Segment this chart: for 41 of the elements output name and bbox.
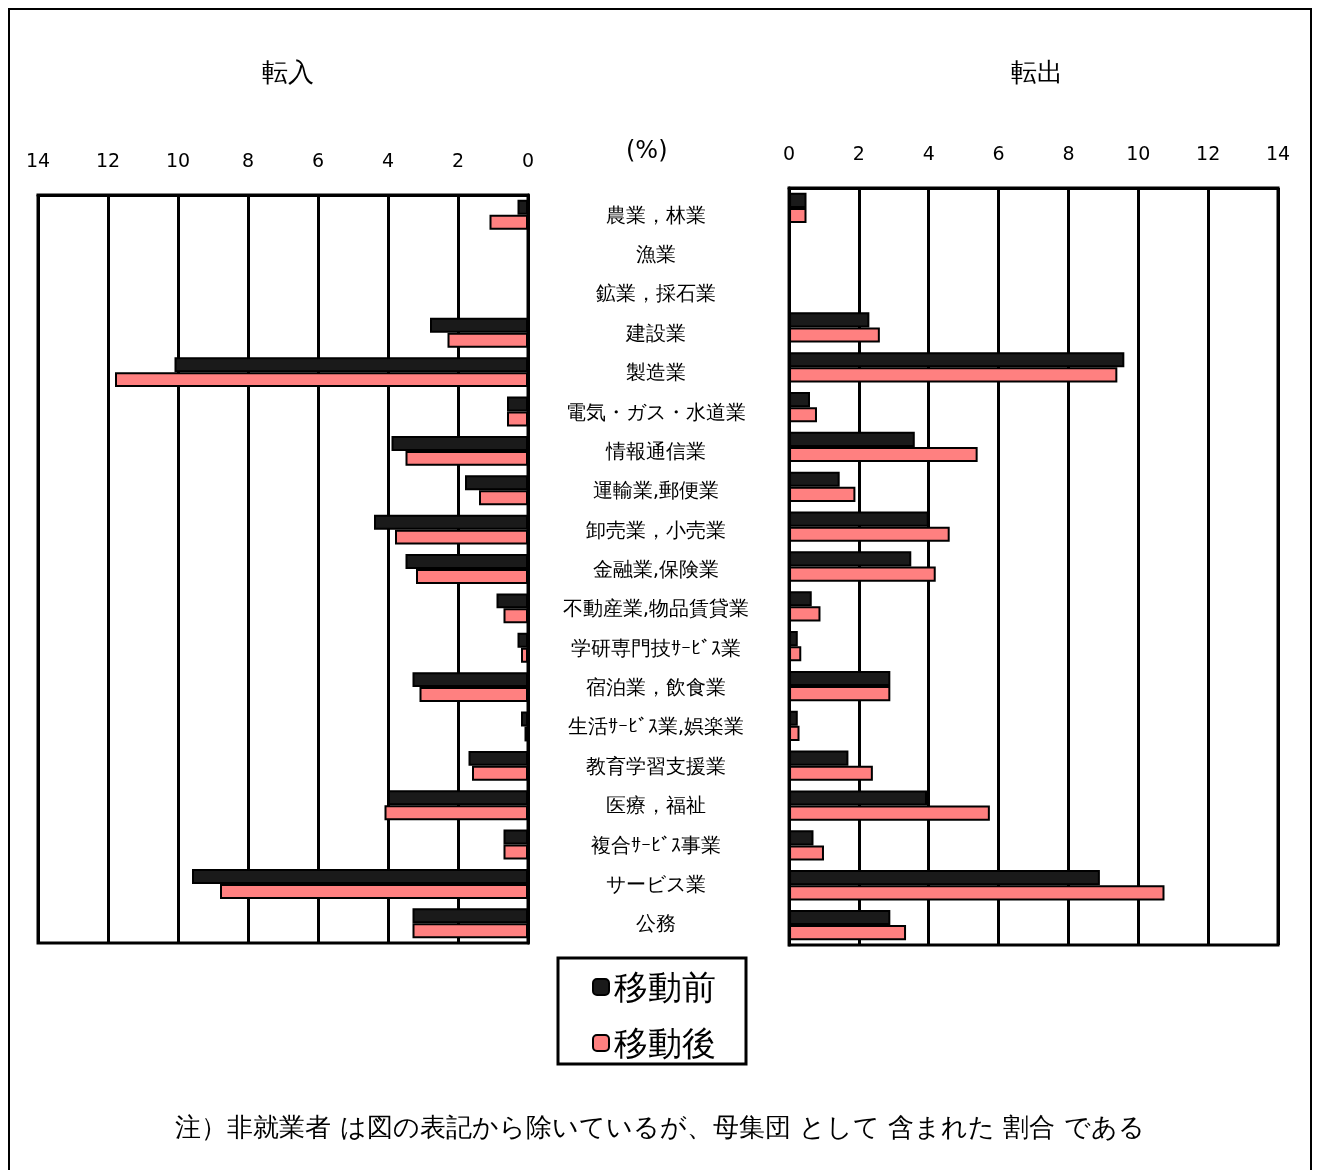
x-tick-label: 12 bbox=[1196, 141, 1221, 164]
chart-title: 転入 bbox=[262, 57, 314, 87]
x-tick-label: 14 bbox=[1265, 141, 1291, 164]
y-tick-label: 製造業 bbox=[626, 360, 686, 385]
y-tick-label: 電気・ガス・水道業 bbox=[566, 399, 746, 424]
y-axis-title: (%) bbox=[626, 136, 668, 164]
x-tick-label: 8 bbox=[1062, 141, 1075, 164]
y-tick-label: 情報通信業 bbox=[605, 438, 706, 463]
x-tick-label: 10 bbox=[1126, 141, 1151, 164]
x-tick-label: 0 bbox=[521, 148, 535, 171]
y-tick-label: サービス業 bbox=[606, 871, 706, 896]
x-tick-label: 12 bbox=[95, 148, 121, 171]
x-tick-label: 14 bbox=[25, 148, 51, 171]
x-tick-label: 8 bbox=[241, 148, 255, 171]
x-tick-label: 0 bbox=[783, 141, 796, 164]
y-tick-label: 鉱業，採石業 bbox=[596, 281, 716, 306]
text: 注）非就業者 は図の表記から除いているが、母集団 として 含まれた 割合 である bbox=[174, 1111, 1146, 1144]
y-tick-label: 学研専門技ｻｰﾋﾞｽ業 bbox=[571, 635, 741, 660]
y-tick-label: 建設業 bbox=[625, 320, 686, 345]
x-tick-label: 2 bbox=[451, 148, 465, 171]
x-tick-label: 6 bbox=[992, 141, 1005, 164]
y-tick-label: 不動産業,物品賃貸業 bbox=[562, 596, 750, 621]
x-tick-label: 10 bbox=[165, 148, 191, 171]
y-tick-label: 金融業,保険業 bbox=[592, 557, 720, 581]
y-tick-label: 教育学習支援業 bbox=[586, 753, 726, 778]
x-tick-label: 4 bbox=[922, 141, 935, 164]
y-tick-label: 農業，林業 bbox=[606, 202, 706, 227]
chart-title: 転出 bbox=[1011, 57, 1063, 87]
y-tick-label: 複合ｻｰﾋﾞｽ事業 bbox=[591, 832, 721, 857]
y-tick-label: 宿泊業，飲食業 bbox=[586, 675, 726, 700]
legend-label: 移動後 bbox=[614, 1023, 716, 1063]
x-tick-label: 6 bbox=[311, 148, 325, 171]
y-tick-label: 卸売業，小売業 bbox=[586, 517, 726, 542]
x-tick-label: 2 bbox=[852, 141, 865, 164]
x-tick-label: 4 bbox=[381, 148, 395, 171]
y-tick-label: 医療，福祉 bbox=[606, 793, 706, 818]
y-tick-label: 生活ｻｰﾋﾞｽ業,娯楽業 bbox=[567, 714, 745, 739]
y-tick-label: 漁業 bbox=[636, 242, 676, 267]
y-tick-label: 運輸業,郵便業 bbox=[592, 478, 720, 503]
legend-label: 移動前 bbox=[614, 967, 716, 1007]
y-tick-label: 公務 bbox=[636, 911, 676, 936]
